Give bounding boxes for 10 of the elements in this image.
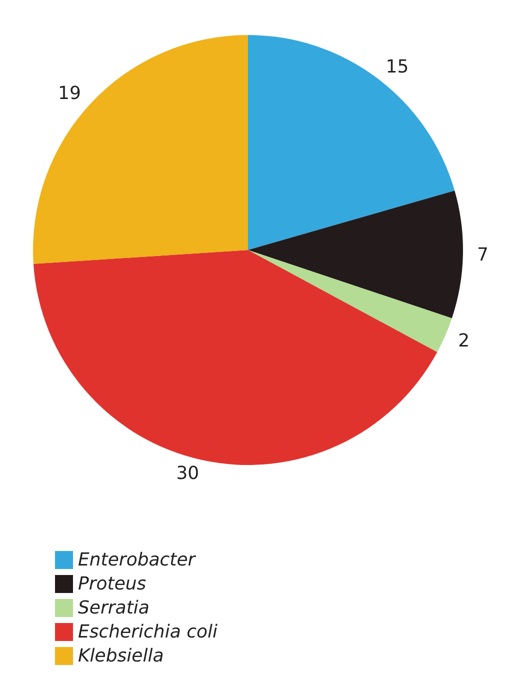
data-label: 2 — [458, 330, 470, 352]
data-label: 30 — [176, 463, 200, 484]
legend-label: Klebsiella — [78, 646, 164, 666]
legend-label: Escherichia coli — [78, 622, 218, 642]
data-label: 7 — [476, 244, 488, 266]
data-label: 19 — [58, 82, 81, 104]
legend-label: Proteus — [78, 574, 146, 594]
legend-label: Enterobacter — [78, 550, 197, 570]
legend-label: Serratia — [78, 598, 150, 618]
data-label: 15 — [386, 56, 409, 78]
